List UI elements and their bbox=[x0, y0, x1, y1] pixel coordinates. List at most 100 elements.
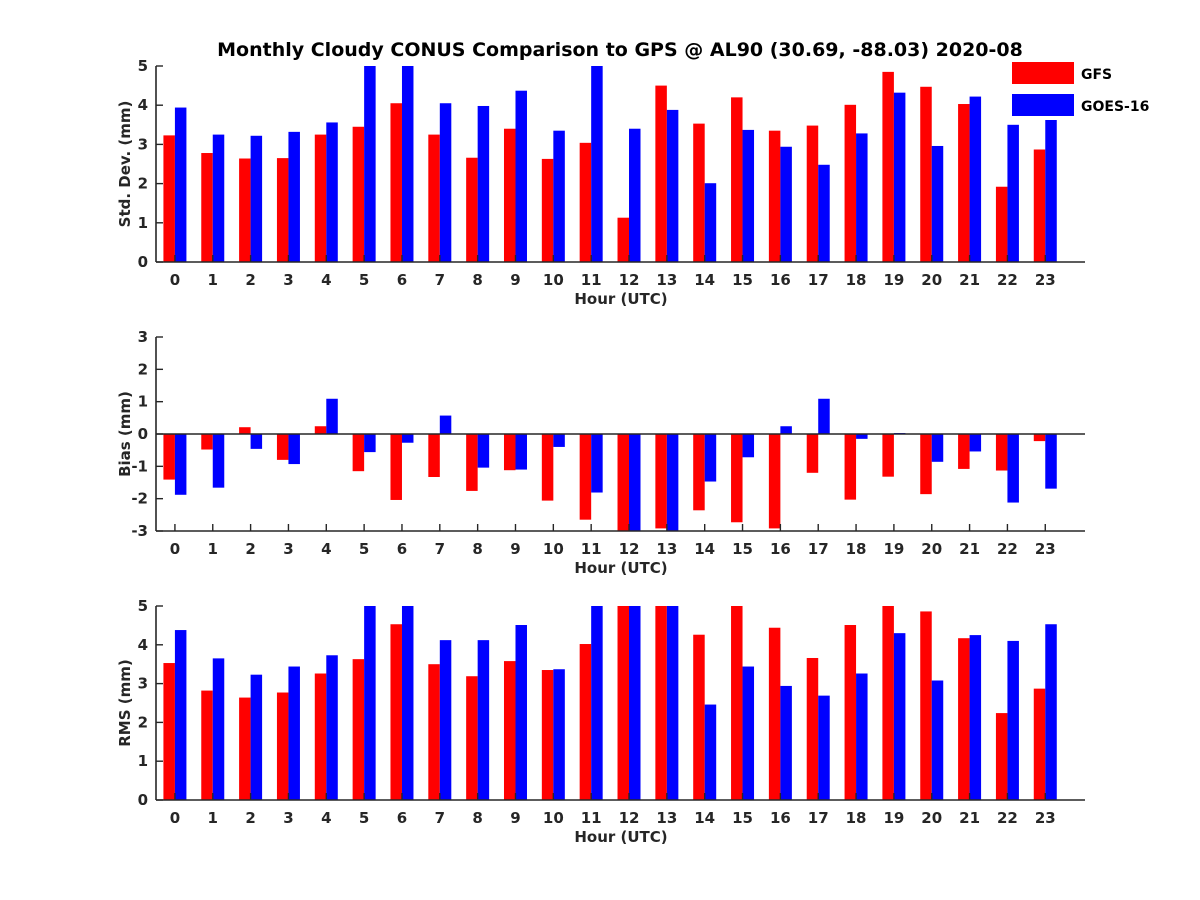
bias-bar-gfs-19 bbox=[882, 434, 894, 477]
bias-x-tick-label: 18 bbox=[846, 540, 867, 558]
rms-bar-goes16-3 bbox=[288, 666, 300, 800]
stddev-bar-gfs-6 bbox=[390, 103, 402, 263]
stddev-bar-goes16-1 bbox=[212, 134, 225, 262]
bias-bar-gfs-16 bbox=[768, 434, 781, 529]
bias-x-tick-label: 22 bbox=[997, 540, 1018, 558]
stddev-y-tick-label: 3 bbox=[138, 135, 148, 153]
rms-x-tick-label: 6 bbox=[397, 809, 407, 827]
rms-x-tick-label: 4 bbox=[321, 809, 331, 827]
stddev-x-tick-label: 12 bbox=[619, 271, 640, 289]
bias-x-tick-label: 23 bbox=[1035, 540, 1056, 558]
rms-bar-goes16-4 bbox=[326, 655, 338, 800]
rms-x-tick-label: 7 bbox=[435, 809, 445, 827]
stddev-bar-goes16-8 bbox=[477, 105, 490, 262]
rms-x-tick-label: 15 bbox=[732, 809, 753, 827]
rms-x-tick-label: 1 bbox=[208, 809, 218, 827]
rms-bar-gfs-15 bbox=[731, 606, 743, 800]
stddev-bar-goes16-6 bbox=[401, 66, 414, 262]
rms-x-tick-label: 0 bbox=[170, 809, 180, 827]
stddev-bar-gfs-13 bbox=[655, 85, 667, 262]
stddev-x-tick-label: 16 bbox=[770, 271, 791, 289]
rms-bar-goes16-2 bbox=[250, 674, 263, 800]
bias-y-tick-label: 1 bbox=[138, 393, 148, 411]
rms-y-tick-label: 2 bbox=[138, 713, 148, 731]
stddev-bar-gfs-22 bbox=[995, 186, 1008, 262]
stddev-bar-goes16-12 bbox=[629, 128, 641, 262]
stddev-bar-gfs-2 bbox=[239, 158, 251, 262]
stddev-bar-goes16-16 bbox=[780, 146, 792, 262]
stddev-bar-goes16-0 bbox=[174, 107, 187, 262]
bias-bar-gfs-22 bbox=[995, 434, 1008, 471]
stddev-bar-gfs-5 bbox=[352, 126, 365, 262]
bias-y-tick-label: -3 bbox=[131, 522, 148, 540]
rms-x-tick-label: 13 bbox=[656, 809, 677, 827]
bias-bar-gfs-4 bbox=[314, 426, 327, 434]
stddev-bar-goes16-5 bbox=[364, 66, 376, 262]
bias-bar-goes16-9 bbox=[515, 434, 527, 470]
bias-bar-goes16-13 bbox=[666, 434, 679, 531]
stddev-x-tick-label: 2 bbox=[245, 271, 255, 289]
stddev-x-tick-label: 21 bbox=[959, 271, 980, 289]
bias-x-tick-label: 7 bbox=[435, 540, 445, 558]
bias-x-tick-label: 14 bbox=[694, 540, 715, 558]
bias-bar-goes16-18 bbox=[856, 434, 868, 439]
bias-bar-gfs-3 bbox=[276, 434, 289, 460]
rms-y-tick-label: 1 bbox=[138, 752, 148, 770]
stddev-bar-gfs-1 bbox=[201, 153, 213, 262]
bias-bar-goes16-1 bbox=[212, 434, 225, 488]
rms-y-tick-label: 0 bbox=[138, 791, 148, 809]
stddev-y-tick-label: 2 bbox=[138, 175, 148, 193]
rms-bar-goes16-1 bbox=[212, 658, 225, 800]
rms-bar-gfs-2 bbox=[239, 697, 251, 800]
rms-bar-goes16-21 bbox=[969, 635, 982, 800]
bias-bar-goes16-17 bbox=[818, 398, 830, 434]
bias-bar-goes16-22 bbox=[1007, 434, 1019, 503]
stddev-bar-gfs-20 bbox=[920, 86, 932, 262]
rms-bar-gfs-13 bbox=[655, 606, 667, 800]
stddev-x-tick-label: 14 bbox=[694, 271, 715, 289]
chart-title: Monthly Cloudy CONUS Comparison to GPS @… bbox=[217, 39, 1023, 61]
rms-bar-gfs-17 bbox=[806, 657, 819, 800]
rms-bar-goes16-19 bbox=[893, 633, 906, 800]
rms-x-tick-label: 2 bbox=[245, 809, 255, 827]
stddev-bar-goes16-21 bbox=[969, 96, 982, 262]
bias-x-tick-label: 3 bbox=[283, 540, 293, 558]
rms-bar-goes16-6 bbox=[401, 606, 414, 800]
rms-bar-gfs-1 bbox=[201, 690, 213, 800]
stddev-bar-goes16-23 bbox=[1045, 109, 1057, 263]
rms-bar-goes16-18 bbox=[856, 673, 868, 800]
stddev-bar-gfs-0 bbox=[163, 135, 175, 262]
bias-bar-goes16-12 bbox=[629, 434, 641, 531]
rms-bar-gfs-23 bbox=[1033, 688, 1046, 800]
stddev-y-axis-label: Std. Dev. (mm) bbox=[116, 101, 134, 228]
stddev-x-axis-label: Hour (UTC) bbox=[574, 290, 667, 308]
bias-bar-goes16-23 bbox=[1045, 434, 1057, 489]
bias-x-tick-label: 1 bbox=[208, 540, 218, 558]
stddev-x-tick-label: 3 bbox=[283, 271, 293, 289]
bias-bar-goes16-10 bbox=[553, 434, 565, 447]
rms-x-tick-label: 21 bbox=[959, 809, 980, 827]
bias-x-tick-label: 20 bbox=[921, 540, 942, 558]
bias-bar-goes16-16 bbox=[780, 426, 792, 434]
rms-bar-goes16-15 bbox=[742, 666, 755, 800]
stddev-bar-gfs-12 bbox=[617, 217, 630, 262]
stddev-x-tick-label: 23 bbox=[1035, 271, 1056, 289]
bias-bar-goes16-5 bbox=[364, 434, 376, 453]
bias-bar-gfs-15 bbox=[731, 434, 743, 523]
rms-bar-goes16-20 bbox=[931, 680, 944, 800]
bias-bar-gfs-1 bbox=[201, 434, 213, 450]
stddev-bar-goes16-3 bbox=[288, 131, 300, 262]
rms-x-tick-label: 11 bbox=[581, 809, 602, 827]
legend-label-gfs: GFS bbox=[1081, 67, 1112, 83]
rms-x-tick-label: 9 bbox=[510, 809, 520, 827]
rms-bar-gfs-6 bbox=[390, 624, 402, 800]
bias-bar-gfs-12 bbox=[617, 434, 630, 531]
stddev-x-tick-label: 0 bbox=[170, 271, 180, 289]
rms-bar-gfs-8 bbox=[466, 676, 478, 800]
stddev-bar-goes16-10 bbox=[553, 130, 565, 262]
bias-bar-goes16-15 bbox=[742, 434, 755, 458]
rms-bar-goes16-10 bbox=[553, 669, 565, 800]
rms-bar-goes16-11 bbox=[591, 606, 603, 800]
